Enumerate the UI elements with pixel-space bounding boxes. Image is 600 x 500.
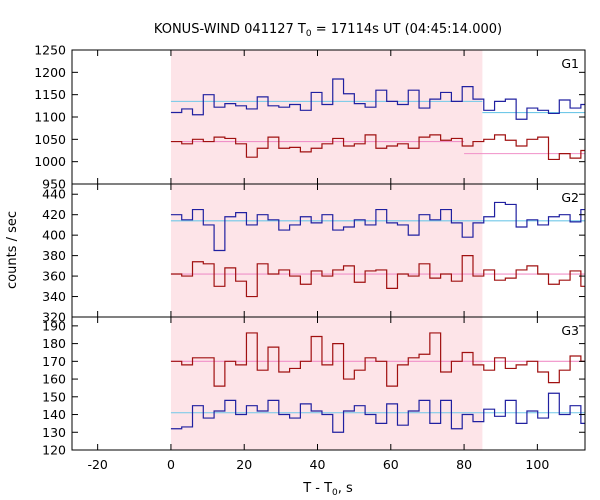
g1-shaded-interval: [170, 50, 483, 184]
chart-title-main: KONUS-WIND 041127 T: [154, 22, 306, 37]
xtick-label-100: 100: [525, 457, 549, 472]
g2-ytick-label-360: 360: [42, 269, 66, 284]
g2-ytick-label-320: 320: [42, 310, 66, 325]
xtick-label-60: 60: [383, 457, 399, 472]
series-lines: [170, 78, 585, 433]
g3-ytick-label-170: 170: [42, 354, 66, 369]
g2-ytick-label-440: 440: [42, 187, 66, 202]
g2-series-red: [170, 255, 585, 298]
shaded-intervals: [170, 50, 483, 450]
g1-ytick-label-1250: 1250: [34, 43, 66, 58]
xtick-label-80: 80: [456, 457, 472, 472]
g3-frame: [71, 316, 586, 451]
axes: [71, 49, 586, 451]
tick-labels: 950100010501100115012001250G132034036038…: [34, 43, 579, 473]
g3-panel-label: G3: [561, 323, 579, 338]
g1-ytick-label-950: 950: [42, 177, 66, 192]
g1-series-red: [170, 134, 585, 161]
g3-shaded-interval: [170, 317, 483, 450]
xtick-label--20: -20: [87, 457, 107, 472]
g3-ytick-label-160: 160: [42, 372, 66, 387]
xtick-label-20: 20: [236, 457, 252, 472]
chart-title-subscript: 0: [306, 29, 312, 39]
g1-ytick-label-1150: 1150: [34, 87, 66, 102]
g1-series-blue: [170, 78, 585, 120]
xtick-label-40: 40: [310, 457, 326, 472]
g2-ytick-label-380: 380: [42, 248, 66, 263]
g1-ytick-label-1100: 1100: [34, 110, 66, 125]
g1-ytick-label-1050: 1050: [34, 132, 66, 147]
g3-ytick-label-190: 190: [42, 318, 66, 333]
x-axis-label-main: T - T: [302, 481, 332, 496]
y-axis-label: counts / sec: [5, 211, 20, 289]
g2-ytick-label-340: 340: [42, 289, 66, 304]
fit-lines: [170, 100, 585, 414]
g3-series-blue: [170, 392, 585, 433]
g3-ytick-label-120: 120: [42, 443, 66, 458]
g1-panel-label: G1: [561, 56, 579, 71]
g3-ytick-label-130: 130: [42, 425, 66, 440]
g2-panel-label: G2: [561, 190, 579, 205]
g1-ytick-label-1200: 1200: [34, 65, 66, 80]
g2-series-blue: [170, 201, 585, 252]
g2-ytick-label-400: 400: [42, 228, 66, 243]
x-axis-label: T - T0, s: [302, 481, 353, 498]
chart-title: KONUS-WIND 041127 T0 = 17114s UT (04:45:…: [154, 22, 502, 39]
g3-ytick-label-180: 180: [42, 336, 66, 351]
g3-ytick-label-140: 140: [42, 407, 66, 422]
x-axis-label-rest: , s: [338, 481, 353, 496]
g1-ytick-label-1000: 1000: [34, 154, 66, 169]
xtick-label-0: 0: [167, 457, 175, 472]
chart-title-rest: = 17114s UT (04:45:14.000): [312, 22, 502, 37]
g3-ytick-label-150: 150: [42, 389, 66, 404]
x-axis-label-subscript: 0: [332, 488, 338, 498]
g2-ytick-label-420: 420: [42, 207, 66, 222]
g3-series-red: [170, 332, 585, 387]
